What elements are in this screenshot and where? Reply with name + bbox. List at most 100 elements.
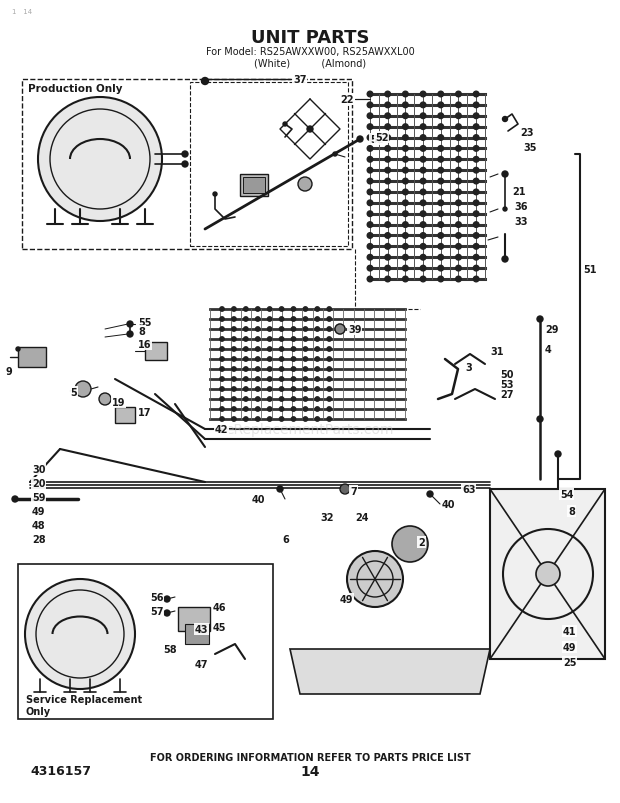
Bar xyxy=(190,83,348,247)
Text: 22: 22 xyxy=(340,95,353,105)
Text: 47: 47 xyxy=(195,659,208,669)
Circle shape xyxy=(267,377,272,381)
Circle shape xyxy=(385,168,391,173)
Circle shape xyxy=(291,337,296,342)
Text: FOR ORDERING INFORMATION REFER TO PARTS PRICE LIST: FOR ORDERING INFORMATION REFER TO PARTS … xyxy=(149,752,471,762)
Text: 52: 52 xyxy=(375,132,389,143)
Circle shape xyxy=(303,348,308,352)
Circle shape xyxy=(220,308,224,312)
Circle shape xyxy=(473,146,479,152)
Circle shape xyxy=(385,114,391,120)
Circle shape xyxy=(438,222,443,228)
Circle shape xyxy=(280,308,284,312)
Text: 59: 59 xyxy=(32,492,45,503)
Text: 1   14: 1 14 xyxy=(12,9,32,15)
Circle shape xyxy=(402,190,408,195)
Circle shape xyxy=(315,308,319,312)
Circle shape xyxy=(438,190,443,195)
Text: 22: 22 xyxy=(340,95,353,105)
Circle shape xyxy=(303,377,308,381)
Circle shape xyxy=(473,201,479,206)
Circle shape xyxy=(255,407,260,412)
Circle shape xyxy=(291,387,296,392)
Circle shape xyxy=(420,114,426,120)
Text: 49: 49 xyxy=(340,594,353,604)
Bar xyxy=(145,343,167,361)
Circle shape xyxy=(420,157,426,163)
Circle shape xyxy=(385,244,391,250)
Circle shape xyxy=(232,377,236,381)
Circle shape xyxy=(456,157,461,163)
Text: 50: 50 xyxy=(500,369,513,380)
Text: 8: 8 xyxy=(138,327,145,336)
Circle shape xyxy=(244,348,248,352)
Circle shape xyxy=(298,177,312,192)
Text: 30: 30 xyxy=(32,464,45,475)
Circle shape xyxy=(75,381,91,397)
Text: 46: 46 xyxy=(213,602,226,612)
Text: 16: 16 xyxy=(138,340,151,349)
Circle shape xyxy=(367,234,373,239)
Circle shape xyxy=(420,234,426,239)
Circle shape xyxy=(367,222,373,228)
Circle shape xyxy=(341,485,349,493)
Circle shape xyxy=(267,337,272,342)
Text: 19: 19 xyxy=(112,397,125,407)
Circle shape xyxy=(315,418,319,422)
Circle shape xyxy=(456,146,461,152)
Circle shape xyxy=(267,397,272,402)
Circle shape xyxy=(456,234,461,239)
Circle shape xyxy=(303,308,308,312)
Circle shape xyxy=(456,277,461,283)
Circle shape xyxy=(537,316,543,323)
Circle shape xyxy=(303,397,308,402)
Circle shape xyxy=(473,212,479,218)
Circle shape xyxy=(267,418,272,422)
Circle shape xyxy=(255,317,260,322)
Circle shape xyxy=(367,266,373,271)
Circle shape xyxy=(456,255,461,261)
Circle shape xyxy=(420,255,426,261)
Circle shape xyxy=(327,337,332,342)
Circle shape xyxy=(303,357,308,361)
Circle shape xyxy=(438,244,443,250)
Text: 49: 49 xyxy=(563,642,577,652)
Circle shape xyxy=(327,308,332,312)
Circle shape xyxy=(456,190,461,195)
Circle shape xyxy=(502,172,508,177)
Circle shape xyxy=(255,397,260,402)
Circle shape xyxy=(333,153,337,157)
Circle shape xyxy=(220,397,224,402)
Circle shape xyxy=(244,328,248,332)
Circle shape xyxy=(502,257,508,263)
Circle shape xyxy=(385,222,391,228)
Circle shape xyxy=(255,337,260,342)
Text: 52: 52 xyxy=(370,135,384,145)
Circle shape xyxy=(220,407,224,412)
Text: 29: 29 xyxy=(545,324,559,335)
Text: 57: 57 xyxy=(150,606,164,616)
Circle shape xyxy=(280,348,284,352)
Text: 27: 27 xyxy=(500,389,513,400)
Circle shape xyxy=(232,387,236,392)
Circle shape xyxy=(438,92,443,98)
Circle shape xyxy=(385,157,391,163)
Circle shape xyxy=(220,348,224,352)
Circle shape xyxy=(38,98,162,222)
Circle shape xyxy=(385,92,391,98)
Circle shape xyxy=(12,496,18,503)
Circle shape xyxy=(255,348,260,352)
Circle shape xyxy=(420,146,426,152)
Circle shape xyxy=(244,357,248,361)
Bar xyxy=(22,80,352,250)
Text: 42: 42 xyxy=(215,425,229,434)
Circle shape xyxy=(438,212,443,218)
Circle shape xyxy=(244,397,248,402)
Bar xyxy=(240,175,268,197)
Circle shape xyxy=(420,222,426,228)
Circle shape xyxy=(438,201,443,206)
Circle shape xyxy=(367,179,373,185)
Circle shape xyxy=(473,92,479,98)
Circle shape xyxy=(367,124,373,130)
Text: 51: 51 xyxy=(583,265,596,275)
